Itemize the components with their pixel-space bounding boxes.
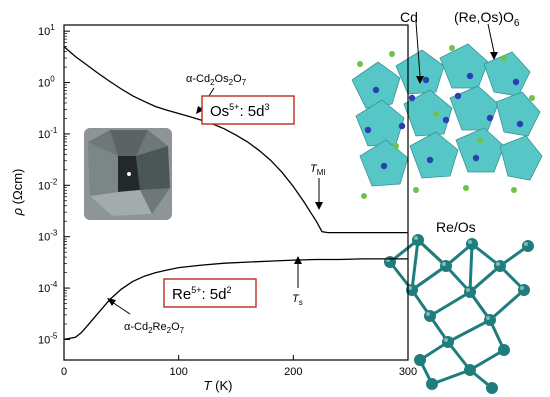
y-tick-label: 10-4 [38, 280, 58, 295]
network-label: Re/Os [436, 219, 476, 235]
y-tick-label: 10-2 [38, 177, 58, 192]
y-tick-label: 101 [38, 23, 55, 38]
svg-text:TMI: TMI [310, 163, 326, 177]
x-tick-label: 0 [61, 366, 67, 378]
x-tick-label: 200 [284, 366, 302, 378]
series-line-os [63, 46, 408, 234]
re-config-box: Re5+: 5d2 [163, 278, 257, 308]
x-tick-label: 100 [169, 366, 187, 378]
y-tick-label: 10-1 [38, 126, 58, 141]
octahedra-label: (Re,Os)O6 [454, 9, 520, 29]
x-tick-label: 300 [399, 366, 417, 378]
series-line-re [63, 258, 408, 341]
y-tick-label: 10-5 [38, 331, 58, 346]
crystal-photo [84, 128, 172, 220]
plot-frame [63, 24, 409, 361]
svg-text:Re5+: 5d2: Re5+: 5d2 [172, 285, 232, 303]
series-label-re: α-Cd2Re2O7 [124, 321, 185, 335]
y-axis-title: ρ (Ωcm) [10, 169, 25, 217]
series-label-os: α-Cd2Os2O7 [186, 73, 247, 87]
t-s-marker: Ts [292, 256, 303, 307]
y-tick-label: 100 [38, 75, 55, 90]
os-config-box: Os5+: 5d3 [201, 95, 295, 125]
y-tick-label: 10-3 [38, 229, 58, 244]
svg-text:Os5+: 5d3: Os5+: 5d3 [210, 102, 269, 120]
x-axis: 0 100 200 300 [61, 355, 417, 378]
y-axis: 101 100 10-1 10-2 10-3 10-4 10-5 [38, 23, 70, 346]
x-axis-title: T (K) [204, 378, 233, 393]
svg-text:Ts: Ts [292, 293, 303, 307]
cd-label: Cd [400, 9, 418, 25]
t-mi-marker: TMI [310, 163, 326, 210]
crystal-structure-illustration: Cd (Re,Os)O6 Re/Os [351, 9, 543, 394]
